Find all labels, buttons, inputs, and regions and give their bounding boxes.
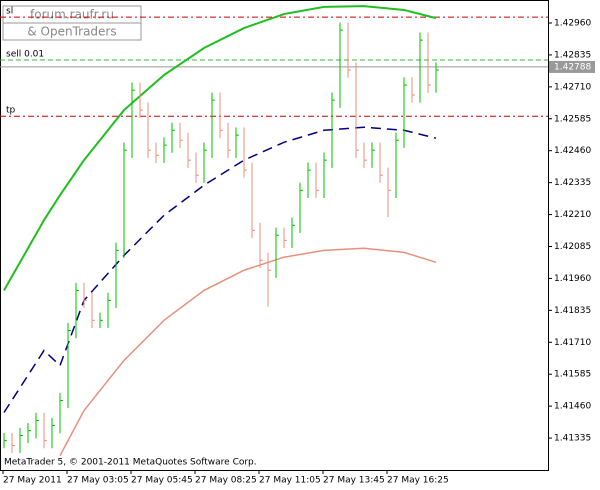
plot-frame [0, 0, 549, 471]
x-tick-label: 27 May 2011 [3, 476, 62, 486]
indicator-curve [59, 247, 437, 457]
watermark: forum.raufr.ru [30, 8, 114, 22]
price-label-box [549, 60, 595, 73]
x-tick-label: 27 May 11:05 [259, 476, 321, 486]
x-tick-label: 27 May 05:45 [131, 476, 193, 486]
x-tick-label: 27 May 16:25 [387, 476, 449, 486]
indicator-curve [3, 5, 437, 291]
y-tick-label: 1.41960 [554, 274, 591, 284]
y-tick-label: 1.42460 [554, 146, 591, 156]
y-tick-label: 1.42960 [554, 18, 591, 28]
indicator-curve [3, 126, 437, 413]
y-tick-label: 1.42835 [554, 50, 591, 60]
y-tick-label: 1.41460 [554, 402, 591, 412]
copyright: MetaTrader 5, © 2001-2011 MetaQuotes Sof… [4, 458, 257, 468]
x-tick-label: 27 May 08:25 [195, 476, 257, 486]
y-tick-label: 1.42210 [554, 210, 591, 220]
y-tick-label: 1.41835 [554, 306, 591, 316]
y-tick-label: 1.42710 [554, 82, 591, 92]
y-tick-label: 1.41585 [554, 370, 591, 380]
x-tick-label: 27 May 03:05 [67, 476, 129, 486]
y-tick-label: 1.42335 [554, 178, 591, 188]
x-tick-label: 27 May 13:45 [323, 476, 385, 486]
watermark: & OpenTraders [27, 25, 116, 39]
level-label: tp [6, 106, 16, 116]
y-tick-label: 1.42585 [554, 114, 591, 124]
level-label: sell 0.01 [6, 50, 44, 60]
level-label: sl [6, 7, 13, 17]
y-tick-label: 1.41710 [554, 338, 591, 348]
y-tick-label: 1.41335 [554, 434, 591, 444]
price-label: 1.42788 [554, 62, 591, 72]
watermark-box [2, 22, 142, 41]
y-tick-label: 1.42085 [554, 242, 591, 252]
